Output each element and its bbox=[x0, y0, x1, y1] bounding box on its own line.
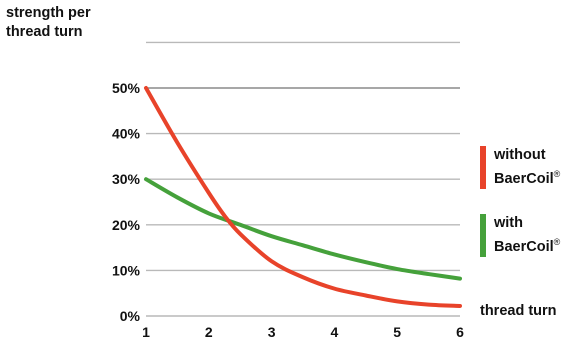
legend-item-with: with BaerCoil® bbox=[480, 214, 586, 257]
legend-item-without: without BaerCoil® bbox=[480, 146, 586, 189]
x-tick-label: 2 bbox=[205, 324, 213, 338]
legend-label-with-line-1: with bbox=[494, 215, 523, 231]
y-tick-label: 20% bbox=[112, 217, 141, 233]
y-axis-title-line-1: strength per bbox=[6, 5, 91, 21]
legend-label-without-line-1: without bbox=[494, 147, 546, 163]
legend-label-without: without BaerCoil® bbox=[494, 146, 586, 189]
legend-swatch-without bbox=[480, 146, 486, 189]
y-tick-label: 30% bbox=[112, 171, 141, 187]
y-tick-labels: 0% 10% 20% 30% 40% 50% bbox=[112, 80, 141, 324]
registered-mark: ® bbox=[553, 169, 561, 179]
series-line-with-baercoil bbox=[144, 177, 462, 281]
registered-mark: ® bbox=[553, 237, 561, 247]
legend-label-with-line-2: BaerCoil bbox=[494, 238, 554, 255]
y-tick-label: 40% bbox=[112, 126, 141, 142]
y-axis-title-line-2: thread turn bbox=[6, 24, 83, 40]
grid-lines bbox=[146, 41, 460, 317]
x-tick-label: 4 bbox=[331, 324, 339, 338]
x-tick-label: 6 bbox=[456, 324, 464, 338]
series-line-without-baercoil bbox=[144, 86, 462, 308]
y-tick-label: 50% bbox=[112, 80, 141, 96]
legend-swatch-with bbox=[480, 214, 486, 257]
y-axis-title: strength per thread turn bbox=[6, 4, 91, 42]
y-tick-label: 0% bbox=[120, 308, 141, 324]
x-axis-title: thread turn bbox=[480, 303, 557, 319]
series-lines bbox=[144, 86, 462, 308]
y-tick-label: 10% bbox=[112, 262, 141, 278]
legend-label-with: with BaerCoil® bbox=[494, 214, 586, 257]
x-tick-labels: 1 2 3 4 5 6 bbox=[142, 324, 464, 338]
legend-label-without-line-2: BaerCoil bbox=[494, 170, 554, 187]
x-tick-label: 1 bbox=[142, 324, 150, 338]
x-tick-label: 5 bbox=[393, 324, 401, 338]
x-tick-label: 3 bbox=[268, 324, 276, 338]
